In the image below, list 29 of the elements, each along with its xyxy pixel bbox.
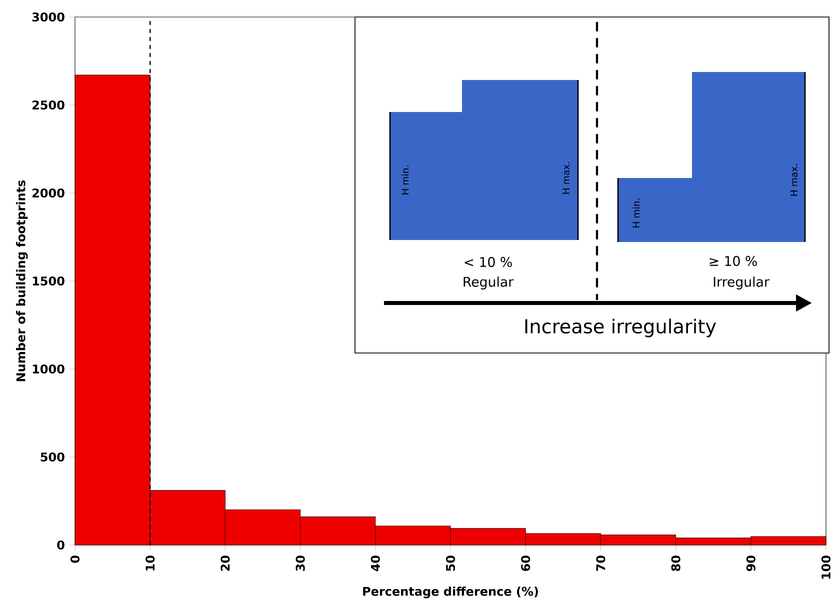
x-tick-label: 80 (671, 556, 680, 571)
annotation: < 10 % (464, 256, 512, 268)
annotation: H max. (562, 162, 570, 194)
annotation: Irregular (714, 276, 770, 290)
annotation: H max. (790, 164, 798, 196)
x-tick-label: 20 (220, 556, 230, 571)
x-tick-label: 70 (596, 556, 606, 571)
annotation: Increase irregularity (525, 318, 716, 338)
x-tick-label: 100 (821, 556, 831, 579)
x-tick-label: 40 (370, 556, 380, 572)
x-tick-label: 50 (446, 556, 456, 571)
y-tick-label: 2500 (32, 100, 64, 110)
x-tick-label: 90 (746, 556, 756, 572)
x-tick-label: 0 (70, 556, 80, 563)
annotation: Regular (464, 276, 514, 290)
y-tick-label: 1000 (32, 364, 64, 374)
x-tick-label: 30 (296, 556, 305, 571)
y-tick-label: 2000 (32, 188, 64, 198)
x-tick-label: 10 (146, 556, 155, 570)
x-axis-title: Percentage difference (%) (363, 586, 538, 598)
y-tick-label: 0 (57, 540, 64, 550)
x-tick-label: 60 (521, 556, 530, 571)
y-tick-label: 1500 (32, 276, 64, 286)
y-axis-title: Number of building footprints (16, 180, 28, 382)
annotation: ≥ 10 % (710, 256, 757, 266)
annotation: H min. (632, 198, 640, 228)
y-tick-label: 500 (40, 452, 64, 462)
annotation: H min. (401, 166, 409, 194)
y-tick-label: 3000 (32, 12, 64, 22)
